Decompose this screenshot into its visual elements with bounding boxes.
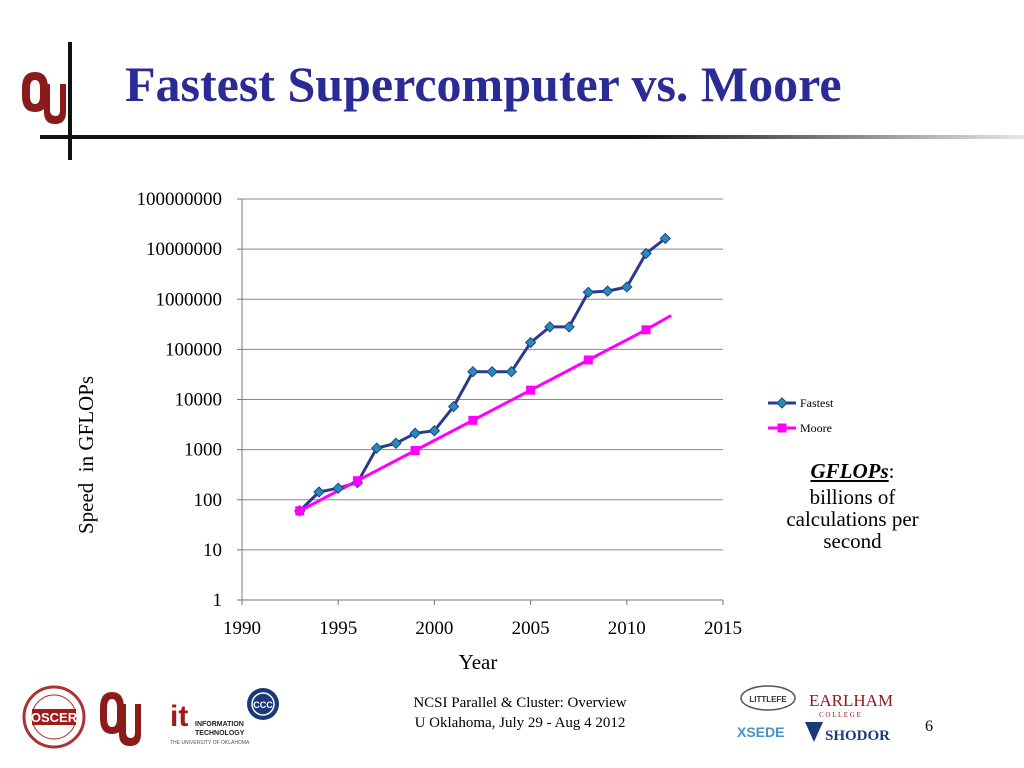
y-tick-label: 100 bbox=[194, 490, 223, 511]
y-tick-label: 10000000 bbox=[146, 239, 222, 260]
point-fastest bbox=[640, 247, 652, 260]
page-number: 6 bbox=[925, 718, 933, 735]
point-moore bbox=[468, 415, 478, 425]
point-fastest bbox=[447, 400, 460, 413]
y-tick-label: 1000000 bbox=[156, 289, 223, 310]
point-fastest bbox=[332, 482, 344, 494]
y-tick-labels: 1 10 100 1000 10000 100000 1000000 10000000 1000… bbox=[137, 189, 223, 611]
point-moore bbox=[295, 506, 305, 516]
gflops-definition-text: billions of calculations per second bbox=[786, 485, 919, 553]
earlham-logo: EARLHAM C O L L E G E bbox=[809, 691, 893, 719]
y-tick-label: 1000 bbox=[184, 440, 222, 461]
x-tick-label: 2010 bbox=[608, 618, 646, 639]
it-logo: it INFORMATION TECHNOLOGY THE UNIVERSITY… bbox=[170, 700, 250, 746]
y-tick-label: 100000000 bbox=[137, 189, 223, 210]
series-lines bbox=[298, 237, 672, 513]
point-fastest bbox=[467, 365, 479, 378]
svg-text:THE UNIVERSITY OF OKLAHOMA: THE UNIVERSITY OF OKLAHOMA bbox=[170, 740, 250, 746]
title-horizontal-rule bbox=[40, 135, 1024, 139]
point-fastest bbox=[601, 285, 614, 297]
chart-legend: Fastest Moore bbox=[768, 396, 834, 435]
ou-logo-small bbox=[100, 692, 141, 746]
point-fastest bbox=[370, 442, 383, 454]
x-tick-label: 2000 bbox=[415, 618, 453, 639]
point-moore bbox=[526, 385, 536, 395]
point-fastest bbox=[582, 286, 595, 299]
series-markers bbox=[294, 232, 671, 517]
legend-label-moore: Moore bbox=[800, 421, 832, 435]
svg-text:C O L L E G E: C O L L E G E bbox=[819, 711, 861, 719]
xsede-logo: XSEDE bbox=[737, 724, 784, 740]
legend-marker-moore bbox=[777, 423, 787, 433]
svg-text:TECHNOLOGY: TECHNOLOGY bbox=[195, 730, 245, 737]
svg-text:LITTLEFE: LITTLEFE bbox=[749, 695, 787, 704]
y-tick-label: 10 bbox=[203, 540, 222, 561]
point-fastest bbox=[563, 321, 575, 333]
point-moore bbox=[641, 325, 651, 335]
y-axis-label: Speed in GFLOPs bbox=[74, 376, 98, 534]
oscer-logo: OSCER bbox=[22, 685, 86, 749]
chart-axes bbox=[237, 198, 724, 605]
x-axis-label: Year bbox=[459, 650, 498, 674]
point-fastest bbox=[659, 232, 671, 245]
point-fastest bbox=[544, 321, 556, 333]
point-fastest bbox=[524, 336, 537, 349]
title-vertical-rule bbox=[68, 42, 72, 160]
grid-lines bbox=[242, 198, 723, 601]
footer-text: NCSI Parallel & Cluster: Overview U Okla… bbox=[330, 693, 710, 733]
y-tick-label: 10000 bbox=[175, 390, 223, 411]
point-fastest bbox=[505, 365, 518, 378]
shodor-logo: SHODOR bbox=[805, 722, 890, 744]
series-line-moore bbox=[299, 314, 672, 513]
point-moore bbox=[410, 446, 420, 456]
point-fastest bbox=[486, 365, 498, 378]
littlefe-logo: LITTLEFE bbox=[740, 685, 796, 711]
gflops-definition: GFLOPs: billions of calculations per sec… bbox=[760, 460, 945, 552]
y-tick-label: 100000 bbox=[165, 339, 222, 360]
partner-logos-right: LITTLEFE EARLHAM C O L L E G E XSEDE SHO… bbox=[737, 685, 893, 744]
svg-text:CCC: CCC bbox=[253, 700, 273, 710]
footer-line-2: U Oklahoma, July 29 - Aug 4 2012 bbox=[414, 715, 626, 731]
svg-text:INFORMATION: INFORMATION bbox=[195, 721, 244, 728]
point-fastest bbox=[428, 425, 441, 437]
svg-text:SHODOR: SHODOR bbox=[825, 728, 890, 744]
point-fastest bbox=[409, 427, 421, 439]
x-tick-label: 1990 bbox=[223, 618, 261, 639]
svg-text:EARLHAM: EARLHAM bbox=[809, 691, 893, 710]
point-moore bbox=[352, 476, 362, 486]
gflops-colon: : bbox=[888, 459, 895, 483]
legend-label-fastest: Fastest bbox=[800, 396, 834, 410]
svg-text:OSCER: OSCER bbox=[31, 710, 78, 725]
ou-logo bbox=[22, 72, 66, 124]
partner-logos-left: OSCER it INFORMATION TECHNOLOGY THE UNIV… bbox=[22, 685, 279, 749]
x-tick-label: 2005 bbox=[512, 618, 550, 639]
point-fastest bbox=[313, 486, 325, 498]
point-fastest bbox=[390, 437, 402, 449]
footer-line-1: NCSI Parallel & Cluster: Overview bbox=[413, 695, 627, 711]
slide-title: Fastest Supercomputer vs. Moore bbox=[125, 56, 842, 112]
point-fastest bbox=[621, 281, 633, 293]
svg-text:XSEDE: XSEDE bbox=[737, 724, 784, 740]
y-tick-label: 1 bbox=[213, 590, 223, 611]
series-line-fastest bbox=[298, 237, 667, 512]
x-tick-labels: 1990 1995 2000 2005 2010 2015 bbox=[223, 618, 742, 639]
gflops-term: GFLOPs bbox=[810, 459, 889, 483]
x-tick-label: 2015 bbox=[704, 618, 742, 639]
legend-marker-fastest bbox=[776, 397, 788, 409]
ccc-logo: CCC bbox=[247, 688, 279, 720]
x-tick-label: 1995 bbox=[319, 618, 357, 639]
svg-text:it: it bbox=[170, 700, 188, 733]
point-moore bbox=[583, 355, 593, 365]
